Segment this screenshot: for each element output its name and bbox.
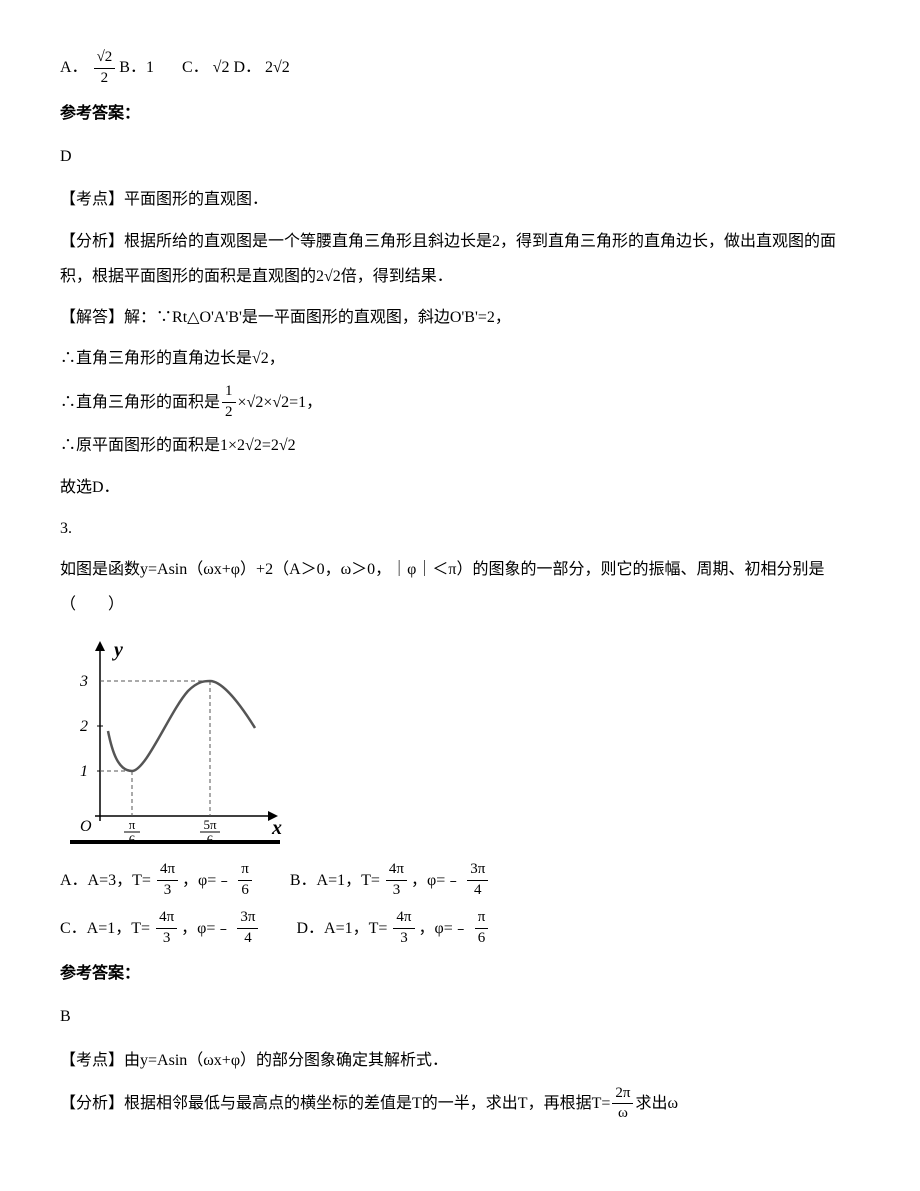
option-b-label: B．1 (119, 50, 154, 85)
svg-text:5π: 5π (203, 817, 217, 832)
option-a-label: A． (60, 50, 88, 85)
svg-text:3: 3 (79, 673, 88, 690)
q3-options-row2: C．A=1，T= 4π3 ，φ=﹣ 3π4 D．A=1，T= 4π3 ，φ=﹣ … (60, 908, 860, 948)
q3-kaodian: 【考点】由y=Asin（ωx+φ）的部分图象确定其解析式． (60, 1043, 860, 1078)
svg-text:π: π (129, 817, 136, 832)
q3-stem: 如图是函数y=Asin（ωx+φ）+2（A＞0，ω＞0，｜φ｜＜π）的图象的一部… (60, 552, 860, 622)
q3-fenxi: 【分析】根据相邻最低与最高点的横坐标的差值是T的一半，求出T，再根据T= 2π … (60, 1084, 860, 1124)
period-fraction: 2π ω (612, 1084, 633, 1124)
svg-text:6: 6 (207, 832, 214, 846)
q2-jieda-l5: 故选D． (60, 470, 860, 505)
q3-answer: B (60, 999, 860, 1034)
q2-jieda-l3: ∴直角三角形的面积是 1 2 ×√2 ×√2 =1， (60, 382, 860, 422)
half-fraction: 1 2 (222, 382, 236, 422)
q2-jieda-l2: ∴直角三角形的直角边长是√2， (60, 341, 860, 376)
option-c-val: √2 (213, 50, 230, 85)
q2-kaodian: 【考点】平面图形的直观图． (60, 182, 860, 217)
q2-options: A． √2 2 B．1 C． √2 D． 2√2 (60, 48, 860, 88)
q2-fenxi: 【分析】根据所给的直观图是一个等腰直角三角形且斜边长是2，得到直角三角形的直角边… (60, 224, 860, 294)
option-a-fraction: √2 2 (94, 48, 116, 88)
q2-answer: D (60, 139, 860, 174)
q3-graph: 1 2 3 O y x π 6 5π 6 (60, 636, 860, 846)
q3-ref-answer-label: 参考答案： (60, 956, 860, 991)
svg-text:6: 6 (129, 832, 136, 846)
q3-number: 3. (60, 511, 860, 546)
svg-text:O: O (80, 818, 92, 835)
svg-text:y: y (112, 639, 123, 661)
svg-text:x: x (271, 817, 282, 839)
option-d-label: D． (233, 50, 261, 85)
q2-jieda-l4: ∴原平面图形的面积是1×2√2=2√2 (60, 428, 860, 463)
option-c-label: C． (182, 50, 209, 85)
q2-ref-answer-label: 参考答案： (60, 96, 860, 131)
svg-text:1: 1 (80, 763, 88, 780)
q3-options-row1: A．A=3，T= 4π3 ，φ=﹣ π6 B．A=1，T= 4π3 ，φ=﹣ 3… (60, 860, 860, 900)
option-d-val: 2√2 (265, 50, 290, 85)
sine-graph-svg: 1 2 3 O y x π 6 5π 6 (60, 636, 290, 846)
svg-text:2: 2 (80, 718, 88, 735)
q2-jieda-l1: 【解答】解：∵Rt△O'A'B'是一平面图形的直观图，斜边O'B'=2， (60, 300, 860, 335)
